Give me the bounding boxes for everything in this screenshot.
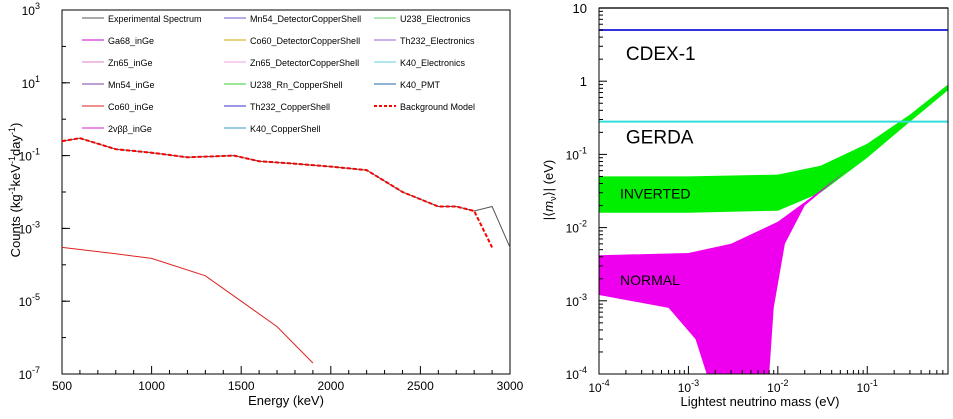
left-y-ticks: 103 101 10-1 10-3 10-5 10-7 <box>19 1 70 382</box>
legend-label: Mn54_inGe <box>108 80 155 90</box>
right-y-tick-label: 1 <box>580 74 587 89</box>
left-x-tick-label: 1500 <box>228 379 255 393</box>
right-x-tick-label: 10-1 <box>857 378 878 395</box>
left-y-tick-label: 10-5 <box>19 292 40 309</box>
left-y-tick-label: 10-7 <box>19 365 40 382</box>
legend-label: Background Model <box>400 102 475 112</box>
right-x-tick-label: 10-4 <box>588 378 609 395</box>
legend-label: 2vββ_inGe <box>108 124 152 134</box>
legend-label: U238_Rn_CopperShell <box>250 80 343 90</box>
right-x-tick-label: 10-2 <box>767 378 788 395</box>
right-y-tick-label: 10 <box>573 1 587 16</box>
legend-label: Co60_DetectorCopperShell <box>250 36 360 46</box>
band-normal <box>599 169 848 374</box>
legend-label: K40_Electronics <box>400 58 466 68</box>
left-x-tick-label: 3000 <box>497 379 524 393</box>
legend-label: U238_Electronics <box>400 14 471 24</box>
left-x-tick-label: 500 <box>52 379 72 393</box>
left-series-line <box>61 137 493 248</box>
legend-label: Experimental Spectrum <box>108 14 202 24</box>
legend-label: Zn65_DetectorCopperShell <box>250 58 359 68</box>
legend-label: Co60_inGe <box>108 102 154 112</box>
legend-label: K40_PMT <box>400 80 441 90</box>
right-y-tick-label: 10-2 <box>566 219 587 236</box>
right-labels: CDEX-1 GERDA INVERTED NORMAL <box>620 44 696 288</box>
left-y-tick-label: 10-3 <box>19 219 40 236</box>
label-normal: NORMAL <box>620 272 680 288</box>
left-y-tick-label: 103 <box>22 1 40 18</box>
right-y-tick-label: 10-1 <box>566 145 587 162</box>
legend-label: Zn65_inGe <box>108 58 153 68</box>
legend-label: K40_CopperShell <box>250 124 321 134</box>
label-cdex: CDEX-1 <box>626 44 696 65</box>
right-bands <box>599 84 948 374</box>
right-x-tick-label: 10-3 <box>678 378 699 395</box>
right-y-tick-label: 10-4 <box>566 365 587 382</box>
left-y-tick-label: 101 <box>22 74 40 91</box>
legend-label: Ga68_inGe <box>108 36 154 46</box>
legend-label: Th232_Electronics <box>400 36 475 46</box>
right-y-ticks: 10 1 10-1 10-2 10-3 10-4 <box>566 1 607 382</box>
right-x-ticks: 10-4 10-3 10-2 10-1 <box>588 366 949 395</box>
left-chart: Experimental Spectrum Ga68_inGe Zn65_inGe M… <box>7 1 524 408</box>
left-series-line <box>61 246 314 364</box>
legend-label: Th232_CopperShell <box>250 102 330 112</box>
right-x-axis-label: Lightest neutrino mass (eV) <box>681 394 840 409</box>
left-x-tick-label: 2000 <box>317 379 344 393</box>
band-inverted <box>599 84 948 213</box>
left-series <box>61 137 511 364</box>
label-inverted: INVERTED <box>620 186 691 202</box>
left-legend: Experimental Spectrum Ga68_inGe Zn65_inGe M… <box>82 14 475 134</box>
left-x-ticks: 500 1000 1500 2000 2500 3000 <box>52 366 524 393</box>
right-y-axis-label: |⟨mν⟩| (eV) <box>541 160 558 220</box>
legend-label: Mn54_DetectorCopperShell <box>250 14 361 24</box>
label-gerda: GERDA <box>626 128 694 149</box>
left-x-axis-label: Energy (keV) <box>248 393 324 408</box>
left-x-tick-label: 2500 <box>407 379 434 393</box>
left-y-axis-label: Counts (kg-1keV-1day-1) <box>7 123 23 258</box>
left-y-tick-label: 10-1 <box>19 147 40 164</box>
left-x-tick-label: 1000 <box>138 379 165 393</box>
right-y-tick-label: 10-3 <box>566 292 587 309</box>
left-plot-frame <box>61 9 511 375</box>
